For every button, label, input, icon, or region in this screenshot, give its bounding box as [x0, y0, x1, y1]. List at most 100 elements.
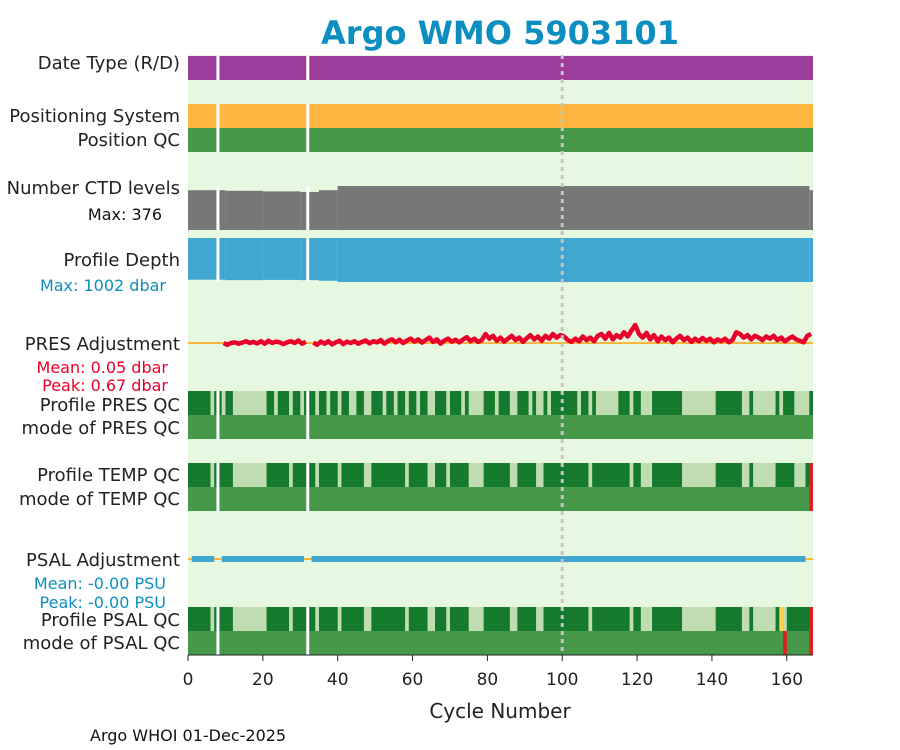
- psal-qc-light-segment: [427, 607, 436, 631]
- psal-qc-light-segment: [232, 607, 267, 631]
- pres-qc-light-segment: [232, 391, 267, 415]
- row-label-psal-qc: Profile PSAL QC: [41, 610, 180, 631]
- chart-title: Argo WMO 5903101: [321, 14, 679, 52]
- psal-qc-light-segment: [783, 607, 787, 631]
- row-label-pres-qc: Profile PRES QC: [40, 395, 180, 416]
- temp-qc-light-segment: [363, 463, 372, 487]
- pres-qc-light-segment: [393, 391, 398, 415]
- temp-mode-gap: [216, 487, 220, 511]
- pres-qc-bar: [188, 391, 813, 415]
- psal-qc-warn-cell: [779, 607, 784, 631]
- psal-mode-row: [188, 631, 813, 655]
- psal-qc-light-segment: [363, 607, 372, 631]
- temp-qc-light-segment: [427, 463, 436, 487]
- pres-qc-light-segment: [405, 391, 409, 415]
- pres-qc-light-segment: [741, 391, 750, 415]
- ctd-row: [188, 186, 813, 230]
- psal-qc-light-segment: [682, 607, 716, 631]
- pres-qc-light-segment: [640, 391, 653, 415]
- x-tick-label: 160: [771, 670, 803, 690]
- temp-qc-light-segment: [337, 463, 342, 487]
- ctd-bar: [318, 190, 338, 230]
- depth-max-label: Max: 1002 dbar: [40, 276, 166, 295]
- row-label-position-qc: Position QC: [77, 130, 180, 151]
- psal-qc-light-segment: [588, 607, 593, 631]
- x-tick-label: 140: [696, 670, 728, 690]
- temp-qc-light-segment: [446, 463, 450, 487]
- pres-qc-light-segment: [446, 391, 450, 415]
- pres-qc-light-segment: [528, 391, 533, 415]
- psal-qc-light-segment: [210, 607, 215, 631]
- pres-qc-light-segment: [326, 391, 331, 415]
- temp-qc-light-segment: [536, 463, 544, 487]
- psal-mean-label: Mean: -0.00 PSU: [34, 574, 166, 593]
- pres-qc-light-segment: [382, 391, 387, 415]
- positioning-row: [188, 104, 813, 128]
- row-label-psal-mode: mode of PSAL QC: [23, 633, 180, 654]
- position-qc-bar: [188, 128, 813, 152]
- pres-mode-gap: [306, 415, 310, 439]
- depth-bar: [318, 238, 338, 281]
- temp-qc-light-segment: [405, 463, 409, 487]
- temp-qc-light-segment: [640, 463, 653, 487]
- pres-qc-light-segment: [300, 391, 305, 415]
- pres-qc-light-segment: [416, 391, 421, 415]
- pres-qc-light-segment: [337, 391, 342, 415]
- x-tick-label: 40: [327, 670, 349, 690]
- ctd-max-label: Max: 376: [88, 205, 162, 224]
- temp-qc-light-segment: [210, 463, 215, 487]
- pres-mode-gap: [216, 415, 220, 439]
- pres-qc-light-segment: [629, 391, 634, 415]
- psal-mode-gap: [306, 631, 310, 655]
- temp-qc-light-segment: [468, 463, 484, 487]
- date-type-bar: [188, 56, 813, 80]
- pres-qc-light-segment: [509, 391, 518, 415]
- temp-mode-gap: [306, 487, 310, 511]
- depth-bar: [809, 238, 813, 282]
- pres-qc-light-segment: [753, 391, 776, 415]
- temp-qc-light-segment: [289, 463, 293, 487]
- pres-qc-light-segment: [595, 391, 619, 415]
- temp-qc-light-segment: [741, 463, 750, 487]
- psal-peak-label: Peak: -0.00 PSU: [40, 593, 166, 612]
- rows-layer: [188, 56, 813, 655]
- psal-mode-bar: [188, 631, 813, 655]
- temp-mode-row: [188, 487, 813, 511]
- psal-qc-gap: [216, 607, 220, 631]
- psal-qc-light-segment: [405, 607, 409, 631]
- date-type-gap: [306, 56, 310, 80]
- date-type-row: [188, 56, 813, 80]
- pres-qc-light-segment: [461, 391, 465, 415]
- pres-qc-row: [188, 391, 813, 415]
- depth-bar: [225, 238, 263, 281]
- row-label-ctd: Number CTD levels: [7, 178, 180, 199]
- depth-bar: [188, 238, 226, 280]
- ctd-gap: [216, 186, 220, 230]
- psal-qc-light-segment: [337, 607, 342, 631]
- date-type-gap: [216, 56, 220, 80]
- depth-bar: [337, 238, 810, 282]
- row-label-positioning: Positioning System: [9, 106, 180, 127]
- pres-qc-light-segment: [536, 391, 544, 415]
- temp-qc-light-segment: [629, 463, 634, 487]
- psal-qc-light-segment: [741, 607, 750, 631]
- pres-adjustment-line: [222, 338, 307, 348]
- row-labels: Date Type (R/D) Positioning System Positio…: [7, 53, 180, 654]
- positioning-gap: [216, 104, 220, 128]
- pres-mode-row: [188, 415, 813, 439]
- pres-mean-label: Mean: 0.05 dbar: [37, 358, 169, 377]
- temp-mode-bar: [188, 487, 813, 511]
- temp-qc-light-segment: [588, 463, 593, 487]
- pres-qc-light-segment: [348, 391, 357, 415]
- x-axis: 0 20 40 60 80 100 120 140 160: [183, 654, 813, 690]
- pres-qc-light-segment: [274, 391, 278, 415]
- psal-qc-light-segment: [289, 607, 293, 631]
- ctd-bar: [300, 191, 319, 230]
- ctd-bar: [188, 190, 226, 230]
- plot-background: [188, 55, 813, 655]
- pres-qc-light-segment: [588, 391, 593, 415]
- temp-qc-row: [188, 463, 813, 487]
- ctd-bar: [805, 186, 810, 230]
- temp-qc-bar: [188, 463, 813, 487]
